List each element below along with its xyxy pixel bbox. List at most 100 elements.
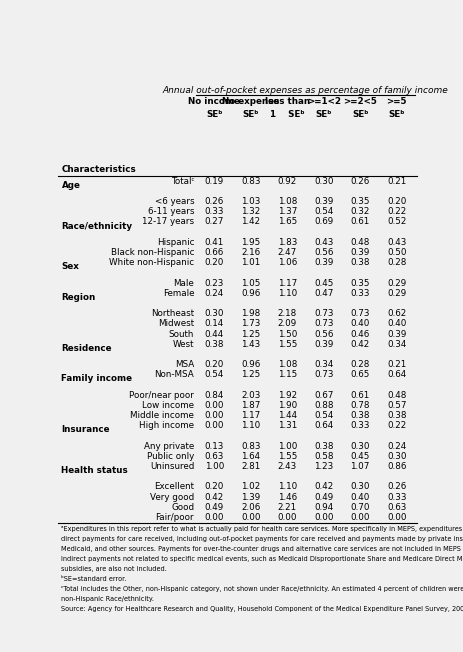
Text: 0.40: 0.40 — [350, 492, 370, 501]
Text: 1.95: 1.95 — [241, 238, 260, 247]
Text: 1.17: 1.17 — [241, 411, 260, 420]
Text: 1.06: 1.06 — [278, 258, 297, 267]
Text: 1.65: 1.65 — [278, 218, 297, 226]
Text: 0.88: 0.88 — [314, 401, 333, 410]
Text: 0.49: 0.49 — [205, 503, 224, 512]
Text: 0.61: 0.61 — [350, 218, 370, 226]
Text: 0.00: 0.00 — [205, 411, 224, 420]
Text: 0.35: 0.35 — [350, 278, 370, 288]
Text: 1.03: 1.03 — [241, 197, 260, 206]
Text: 2.21: 2.21 — [278, 503, 297, 512]
Text: 0.39: 0.39 — [350, 248, 370, 257]
Text: 1.10: 1.10 — [241, 421, 260, 430]
Text: 0.34: 0.34 — [387, 340, 407, 349]
Text: 0.00: 0.00 — [241, 513, 261, 522]
Text: 0.19: 0.19 — [205, 177, 224, 186]
Text: 0.33: 0.33 — [350, 421, 370, 430]
Text: 0.92: 0.92 — [278, 177, 297, 186]
Text: 0.96: 0.96 — [241, 289, 260, 298]
Text: 0.84: 0.84 — [205, 391, 224, 400]
Text: 0.40: 0.40 — [350, 319, 370, 329]
Text: 1.42: 1.42 — [241, 218, 260, 226]
Text: Medicaid, and other sources. Payments for over-the-counter drugs and alternative: Medicaid, and other sources. Payments fo… — [62, 546, 463, 552]
Text: 0.35: 0.35 — [350, 197, 370, 206]
Text: 0.26: 0.26 — [350, 177, 370, 186]
Text: Family income: Family income — [62, 374, 132, 383]
Text: 0.33: 0.33 — [350, 289, 370, 298]
Text: 0.63: 0.63 — [205, 452, 224, 461]
Text: 0.73: 0.73 — [314, 319, 333, 329]
Text: 0.30: 0.30 — [387, 452, 407, 461]
Text: 1.37: 1.37 — [277, 207, 297, 216]
Text: Midwest: Midwest — [158, 319, 194, 329]
Text: 0.73: 0.73 — [350, 309, 370, 318]
Text: 0.54: 0.54 — [205, 370, 224, 379]
Text: 1.92: 1.92 — [278, 391, 297, 400]
Text: 0.48: 0.48 — [350, 238, 370, 247]
Text: 0.00: 0.00 — [314, 513, 333, 522]
Text: 0.34: 0.34 — [314, 360, 333, 369]
Text: 1.55: 1.55 — [277, 340, 297, 349]
Text: 1.10: 1.10 — [278, 289, 297, 298]
Text: 1.01: 1.01 — [241, 258, 260, 267]
Text: 0.20: 0.20 — [205, 258, 224, 267]
Text: 0.52: 0.52 — [387, 218, 407, 226]
Text: 0.26: 0.26 — [387, 482, 407, 492]
Text: 0.61: 0.61 — [350, 391, 370, 400]
Text: 2.47: 2.47 — [278, 248, 297, 257]
Text: 1.90: 1.90 — [278, 401, 297, 410]
Text: Male: Male — [174, 278, 194, 288]
Text: 0.33: 0.33 — [205, 207, 224, 216]
Text: Female: Female — [163, 289, 194, 298]
Text: 1.17: 1.17 — [278, 278, 297, 288]
Text: 2.43: 2.43 — [278, 462, 297, 471]
Text: 1    SEᵇ: 1 SEᵇ — [270, 110, 305, 119]
Text: 0.39: 0.39 — [314, 258, 333, 267]
Text: 2.03: 2.03 — [241, 391, 260, 400]
Text: 0.30: 0.30 — [314, 177, 333, 186]
Text: 0.83: 0.83 — [241, 441, 261, 451]
Text: Characteristics: Characteristics — [62, 164, 136, 173]
Text: Very good: Very good — [150, 492, 194, 501]
Text: 0.63: 0.63 — [387, 503, 407, 512]
Text: 1.00: 1.00 — [205, 462, 224, 471]
Text: 2.09: 2.09 — [278, 319, 297, 329]
Text: <6 years: <6 years — [155, 197, 194, 206]
Text: 0.86: 0.86 — [387, 462, 407, 471]
Text: 0.38: 0.38 — [314, 441, 333, 451]
Text: 0.14: 0.14 — [205, 319, 224, 329]
Text: 0.69: 0.69 — [314, 218, 333, 226]
Text: 0.56: 0.56 — [314, 248, 333, 257]
Text: 0.66: 0.66 — [205, 248, 224, 257]
Text: 0.44: 0.44 — [205, 329, 224, 338]
Text: 0.00: 0.00 — [205, 421, 224, 430]
Text: 0.28: 0.28 — [387, 258, 407, 267]
Text: 2.16: 2.16 — [241, 248, 260, 257]
Text: 0.40: 0.40 — [387, 319, 407, 329]
Text: No income: No income — [188, 96, 240, 106]
Text: Health status: Health status — [62, 466, 128, 475]
Text: 2.06: 2.06 — [241, 503, 260, 512]
Text: Totalᶜ: Totalᶜ — [170, 177, 194, 186]
Text: 1.32: 1.32 — [241, 207, 260, 216]
Text: 0.22: 0.22 — [387, 421, 407, 430]
Text: 0.38: 0.38 — [387, 411, 407, 420]
Text: less than: less than — [265, 96, 310, 106]
Text: 1.00: 1.00 — [277, 441, 297, 451]
Text: ᵇSE=standard error.: ᵇSE=standard error. — [62, 576, 127, 582]
Text: 2.81: 2.81 — [241, 462, 260, 471]
Text: non-Hispanic Race/ethnicity.: non-Hispanic Race/ethnicity. — [62, 596, 155, 602]
Text: 0.56: 0.56 — [314, 329, 333, 338]
Text: 0.23: 0.23 — [205, 278, 224, 288]
Text: 1.10: 1.10 — [278, 482, 297, 492]
Text: 1.02: 1.02 — [241, 482, 260, 492]
Text: Uninsured: Uninsured — [150, 462, 194, 471]
Text: 0.30: 0.30 — [350, 441, 370, 451]
Text: ᵃExpenditures in this report refer to what is actually paid for health care serv: ᵃExpenditures in this report refer to wh… — [62, 526, 463, 531]
Text: 0.39: 0.39 — [314, 197, 333, 206]
Text: 0.73: 0.73 — [314, 309, 333, 318]
Text: SEᵇ: SEᵇ — [352, 110, 369, 119]
Text: 0.32: 0.32 — [350, 207, 370, 216]
Text: 0.24: 0.24 — [387, 441, 407, 451]
Text: Poor/near poor: Poor/near poor — [129, 391, 194, 400]
